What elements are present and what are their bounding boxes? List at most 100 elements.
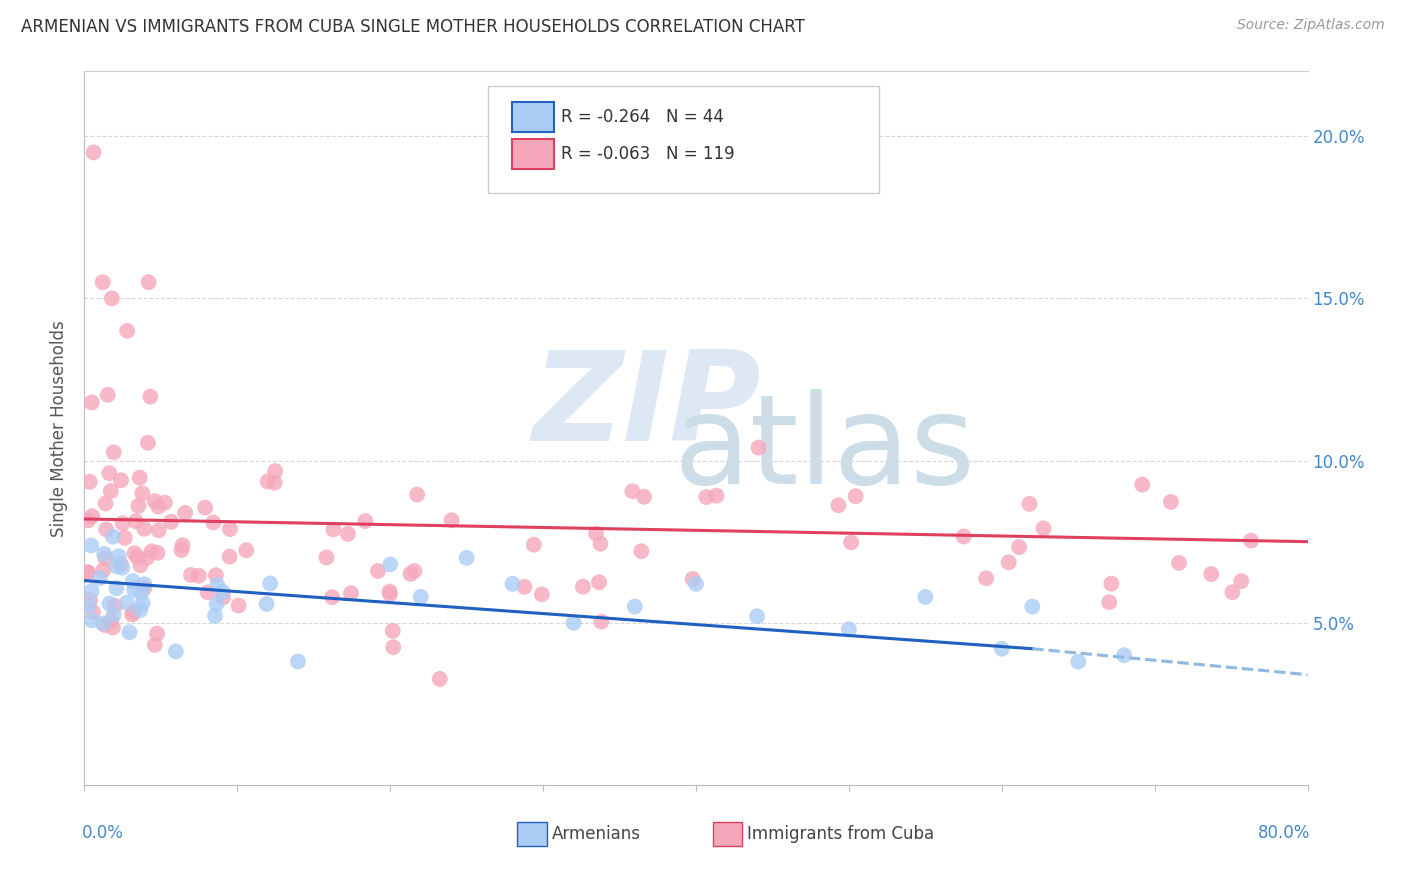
Point — [378, 584, 401, 599]
Point — [204, 609, 226, 624]
Point — [122, 605, 145, 619]
Point — [122, 582, 145, 597]
Point — [263, 475, 285, 490]
Point — [143, 638, 166, 652]
Point — [98, 597, 121, 611]
Point — [80, 613, 103, 627]
Point — [429, 672, 451, 686]
Point — [91, 275, 114, 289]
Point — [440, 513, 463, 527]
Point — [322, 523, 344, 537]
Point — [682, 572, 704, 586]
Point — [139, 390, 162, 404]
FancyBboxPatch shape — [513, 102, 554, 132]
Point — [589, 537, 612, 551]
Point — [381, 624, 404, 638]
Text: ARMENIAN VS IMMIGRANTS FROM CUBA SINGLE MOTHER HOUSEHOLDS CORRELATION CHART: ARMENIAN VS IMMIGRANTS FROM CUBA SINGLE … — [21, 18, 806, 36]
Point — [827, 498, 849, 512]
Point — [748, 441, 770, 455]
Point — [1067, 655, 1090, 669]
Point — [235, 543, 257, 558]
Point — [1098, 595, 1121, 609]
Point — [1032, 521, 1054, 535]
FancyBboxPatch shape — [713, 822, 742, 847]
Point — [259, 576, 281, 591]
Point — [212, 591, 235, 605]
Point — [839, 535, 862, 549]
Point — [141, 544, 163, 558]
Point — [114, 531, 136, 545]
Point — [134, 581, 156, 595]
FancyBboxPatch shape — [513, 139, 554, 169]
Point — [409, 590, 432, 604]
Point — [127, 550, 149, 565]
Point — [382, 640, 405, 655]
Point — [256, 597, 278, 611]
Point — [380, 558, 402, 572]
Point — [76, 566, 98, 580]
Point — [218, 549, 240, 564]
Point — [124, 514, 146, 528]
Point — [96, 522, 118, 536]
Point — [93, 563, 115, 577]
Point — [79, 593, 101, 607]
Point — [336, 527, 359, 541]
Point — [219, 522, 242, 536]
Point — [591, 615, 613, 629]
Point — [127, 499, 149, 513]
Point — [103, 607, 125, 622]
Point — [194, 500, 217, 515]
Point — [367, 564, 389, 578]
Point — [172, 538, 194, 552]
Point — [845, 489, 868, 503]
Point — [121, 574, 143, 588]
Point — [134, 522, 156, 536]
Text: 0.0%: 0.0% — [82, 824, 124, 842]
Point — [174, 506, 197, 520]
Point — [1114, 648, 1136, 663]
Point — [124, 546, 146, 560]
Text: 80.0%: 80.0% — [1257, 824, 1310, 842]
Point — [115, 324, 138, 338]
Point — [997, 555, 1019, 569]
Point — [146, 546, 169, 560]
FancyBboxPatch shape — [488, 86, 880, 193]
Point — [838, 622, 860, 636]
Text: Source: ZipAtlas.com: Source: ZipAtlas.com — [1237, 18, 1385, 32]
Point — [110, 557, 132, 571]
Point — [952, 529, 974, 543]
Point — [131, 486, 153, 500]
Point — [110, 473, 132, 487]
Point — [1130, 477, 1153, 491]
Point — [630, 544, 652, 558]
Point — [91, 616, 114, 631]
Point — [378, 587, 401, 601]
Point — [138, 275, 160, 289]
Point — [100, 614, 122, 628]
Text: ZIP: ZIP — [533, 346, 762, 467]
Point — [118, 625, 141, 640]
Point — [624, 599, 647, 614]
Point — [695, 490, 717, 504]
Point — [502, 577, 524, 591]
Point — [621, 484, 644, 499]
Point — [1099, 576, 1122, 591]
Point — [1021, 599, 1043, 614]
Point — [1168, 556, 1191, 570]
Point — [1160, 495, 1182, 509]
Point — [523, 538, 546, 552]
Text: atlas: atlas — [673, 389, 976, 510]
Point — [94, 496, 117, 510]
Point — [706, 489, 728, 503]
Point — [321, 590, 343, 604]
Point — [143, 494, 166, 508]
Point — [202, 516, 225, 530]
Point — [80, 584, 103, 599]
Point — [991, 641, 1014, 656]
Point — [747, 609, 769, 624]
Point — [83, 145, 105, 160]
Point — [79, 475, 101, 489]
Point — [131, 586, 153, 600]
Point — [974, 571, 997, 585]
Point — [82, 605, 104, 619]
